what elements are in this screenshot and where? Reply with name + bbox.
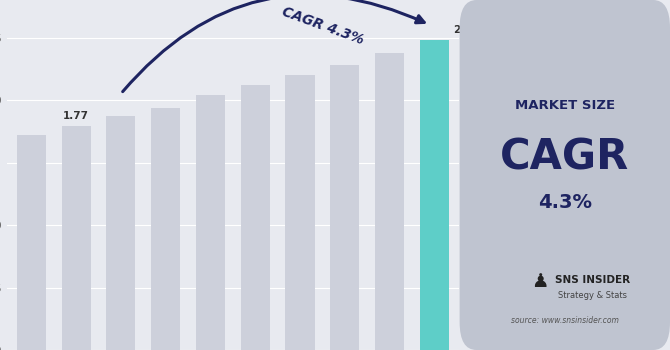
Text: SNS INSIDER: SNS INSIDER (555, 275, 630, 285)
Text: CAGR: CAGR (500, 136, 629, 178)
Text: source: www.snsinsider.com: source: www.snsinsider.com (511, 316, 619, 325)
Bar (330, 65, 359, 350)
Text: CAGR 4.3%: CAGR 4.3% (279, 5, 365, 48)
Bar (241, 85, 270, 350)
Text: 2.48(BN): 2.48(BN) (453, 25, 505, 35)
Text: 4.3%: 4.3% (538, 194, 592, 212)
Bar (107, 116, 135, 350)
Bar (17, 135, 46, 350)
Text: MARKET SIZE: MARKET SIZE (515, 98, 615, 112)
Bar (62, 126, 90, 350)
Bar (285, 75, 314, 350)
FancyBboxPatch shape (460, 0, 670, 350)
Bar (151, 107, 180, 350)
Text: ♟: ♟ (531, 272, 548, 291)
Bar (375, 52, 404, 350)
Bar (196, 95, 225, 350)
Text: Strategy & Stats: Strategy & Stats (557, 291, 626, 300)
Bar (420, 40, 449, 350)
Text: 1.77: 1.77 (63, 111, 89, 121)
